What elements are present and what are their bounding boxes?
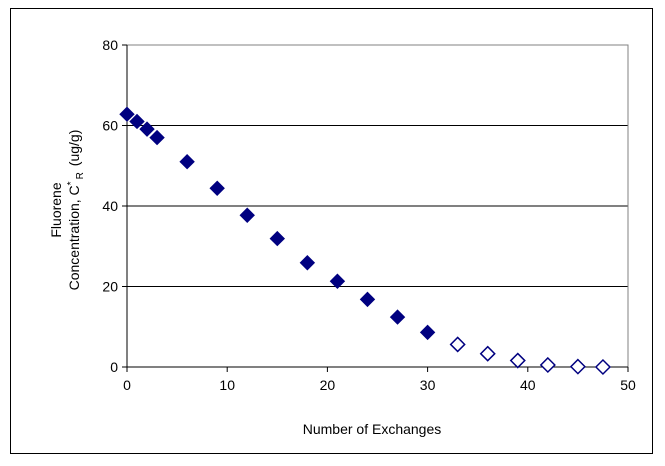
data-point-filled xyxy=(329,273,346,289)
data-point-filled xyxy=(299,255,316,271)
data-point-filled xyxy=(119,106,135,122)
x-tick-label: 40 xyxy=(520,377,536,393)
data-point-filled xyxy=(209,180,225,196)
y-axis-title: Fluorene Concentration, C* R (ug/g) xyxy=(48,130,86,291)
data-points xyxy=(119,106,612,376)
data-point-open xyxy=(449,336,466,353)
x-tick-label: 10 xyxy=(219,377,235,393)
data-point-filled xyxy=(419,324,436,341)
y-tick-label: 60 xyxy=(102,118,118,134)
data-point-filled xyxy=(179,154,195,170)
y-tick-label: 0 xyxy=(110,359,118,375)
x-tick-label: 20 xyxy=(320,377,336,393)
data-point-open xyxy=(594,358,612,376)
data-point-open xyxy=(569,358,586,375)
data-point-open xyxy=(539,356,556,374)
y-axis-title-superscript: * xyxy=(66,181,77,185)
y-axis-title-line2: Concentration, C* R (ug/g) xyxy=(66,130,86,291)
x-axis-title: Number of Exchanges xyxy=(303,421,442,437)
y-tick-label: 40 xyxy=(102,198,118,214)
y-axis-title-line1: Fluorene xyxy=(48,182,64,237)
x-axis: 0 10 20 30 40 50 xyxy=(123,366,636,393)
y-axis: 0 20 40 60 80 xyxy=(102,37,128,375)
data-point-filled xyxy=(149,129,165,146)
data-point-open xyxy=(509,352,526,369)
y-axis-title-unit: (ug/g) xyxy=(66,130,82,167)
data-point-filled xyxy=(269,230,286,247)
y-axis-title-prefix: Concentration, C xyxy=(66,185,82,290)
data-point-filled xyxy=(129,113,145,130)
data-point-filled xyxy=(139,121,155,137)
y-axis-title-subscript: R xyxy=(75,172,86,179)
x-tick-label: 30 xyxy=(420,377,436,393)
x-tick-label: 50 xyxy=(620,377,636,393)
grid xyxy=(127,125,628,287)
x-tick-label: 0 xyxy=(123,377,131,393)
data-point-filled xyxy=(359,291,376,308)
chart-frame xyxy=(10,8,653,454)
data-point-filled xyxy=(389,309,406,325)
data-point-filled xyxy=(239,207,255,223)
y-tick-label: 80 xyxy=(102,37,118,53)
y-tick-label: 20 xyxy=(102,279,118,295)
data-point-open xyxy=(479,345,496,362)
